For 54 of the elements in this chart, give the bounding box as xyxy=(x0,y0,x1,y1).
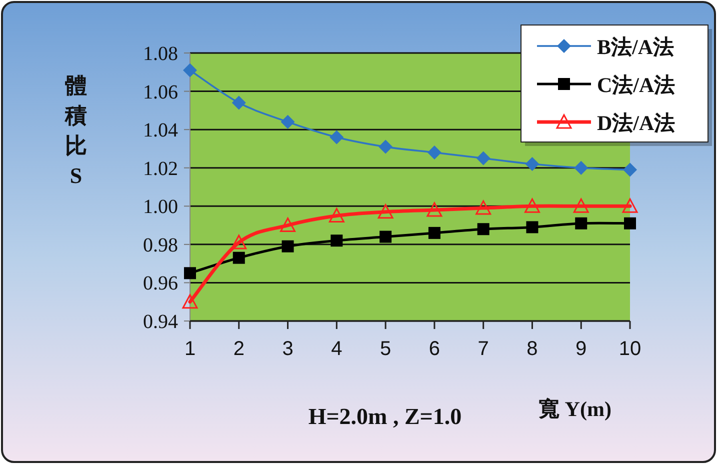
x-tick-label: 4 xyxy=(331,338,342,360)
point xyxy=(231,234,247,250)
y-tick-label: 0.96 xyxy=(143,272,178,295)
x-tick-label: 9 xyxy=(576,338,587,360)
point xyxy=(476,200,492,215)
point xyxy=(282,240,294,252)
point xyxy=(476,151,490,166)
y-tick-label: 1.04 xyxy=(143,120,178,142)
x-tick-label: 3 xyxy=(282,338,294,360)
point xyxy=(477,223,490,236)
y-axis-title: 體積比S xyxy=(64,73,87,188)
point xyxy=(575,217,588,230)
point xyxy=(184,267,196,280)
point xyxy=(427,146,442,160)
y-tick-label: 1.00 xyxy=(143,196,178,218)
point xyxy=(574,160,588,175)
text: H=2.0m , Z=1.0 xyxy=(308,404,462,429)
x-tick-label: 7 xyxy=(478,338,489,360)
y-tick-label: 1.02 xyxy=(143,158,178,180)
x-tick-label: 8 xyxy=(526,338,538,360)
point xyxy=(378,204,394,219)
legend-label: B法/A法 xyxy=(597,35,674,59)
x-tick-label: 2 xyxy=(233,338,244,360)
y-tick-label: 0.98 xyxy=(143,234,178,256)
point xyxy=(232,252,245,264)
point xyxy=(280,218,296,232)
point xyxy=(526,221,538,234)
point xyxy=(524,198,540,213)
point xyxy=(426,202,442,217)
x-tick-label: 10 xyxy=(618,338,642,360)
x-tick-label: 1 xyxy=(184,338,196,360)
point xyxy=(280,114,295,129)
point xyxy=(182,294,198,309)
point xyxy=(232,96,246,110)
point xyxy=(330,130,344,144)
y-tick-label: 1.06 xyxy=(143,81,178,104)
point xyxy=(328,208,344,222)
y-tick-label: 1.08 xyxy=(143,43,178,65)
point xyxy=(380,230,392,243)
point xyxy=(428,226,440,239)
point xyxy=(330,234,343,247)
x-tick-label: 6 xyxy=(428,338,440,360)
point xyxy=(378,140,393,154)
x-axis-title: 寬 Y(m) xyxy=(538,397,612,421)
point xyxy=(623,162,637,177)
legend-label: C法/A法 xyxy=(597,73,676,97)
point xyxy=(624,217,636,230)
x-tick-label: 5 xyxy=(380,338,392,360)
legend-label: D法/A法 xyxy=(597,111,676,135)
point xyxy=(525,157,540,172)
point xyxy=(573,198,589,213)
point xyxy=(183,63,197,78)
point xyxy=(622,198,638,213)
y-tick-label: 0.94 xyxy=(143,311,178,333)
